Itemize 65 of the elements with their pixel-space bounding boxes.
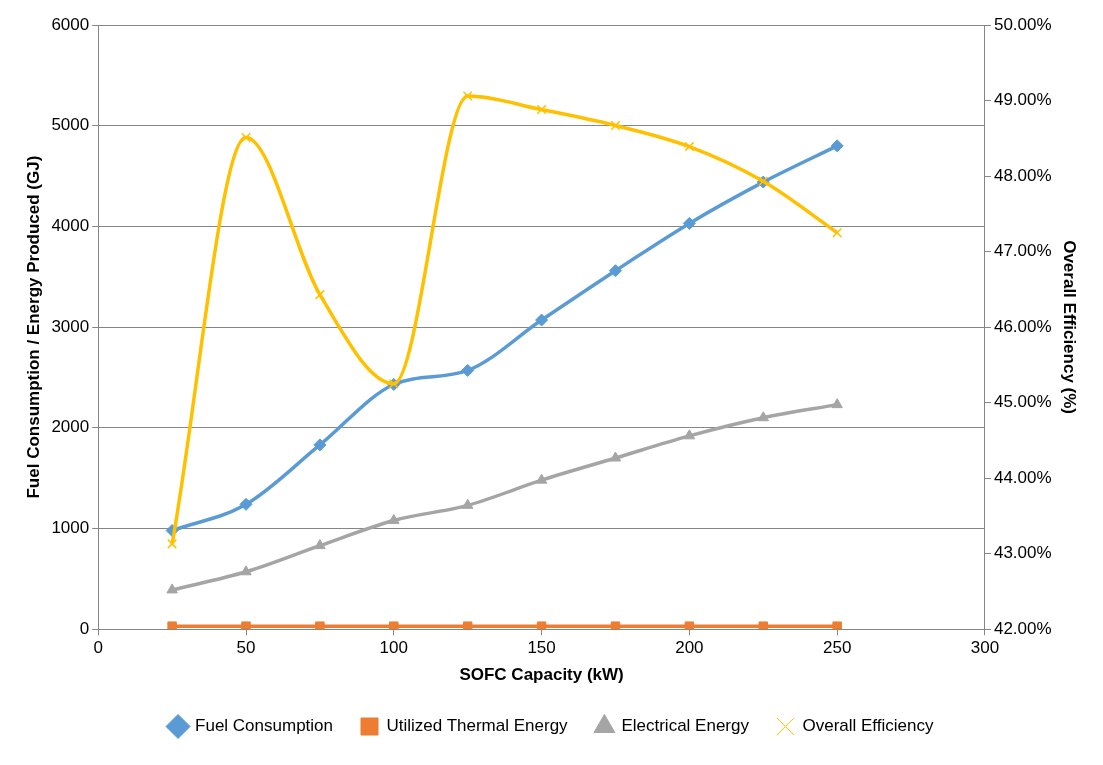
- point: [462, 91, 473, 101]
- point: [610, 120, 621, 131]
- x-tick-label: 0: [93, 638, 103, 658]
- point: [314, 539, 326, 550]
- y2-tick-label: 48.00%: [993, 165, 1052, 185]
- point: [461, 363, 475, 377]
- y2-tick-label: 43.00%: [993, 543, 1052, 563]
- point: [535, 313, 549, 327]
- x-axis-title: SOFC Capacity (kW): [459, 665, 624, 685]
- point: [315, 621, 325, 630]
- y-tick-label: 4000: [51, 216, 90, 236]
- point: [461, 498, 474, 509]
- point: [608, 264, 622, 278]
- legend-label: Overall Efficiency: [802, 716, 934, 736]
- point: [610, 621, 621, 630]
- point: [609, 451, 622, 462]
- y-tick-label: 6000: [51, 14, 90, 34]
- point: [313, 438, 327, 452]
- x-tick-label: 300: [970, 638, 1000, 658]
- x-tick-label: 100: [379, 638, 408, 658]
- y2-axis-title: Overall Efficiency (%): [1060, 240, 1080, 415]
- x-tick-label: 50: [236, 638, 256, 658]
- point: [757, 411, 769, 422]
- y2-tick-label: 44.00%: [993, 467, 1052, 487]
- point: [758, 621, 768, 630]
- point: [239, 497, 253, 511]
- y-tick-label: 3000: [51, 316, 90, 336]
- point: [536, 104, 547, 115]
- legend-label: Fuel Consumption: [195, 716, 334, 736]
- y-tick-label: 5000: [51, 115, 90, 135]
- point: [166, 583, 178, 594]
- y-tick-label: 0: [79, 618, 90, 638]
- point: [684, 621, 695, 630]
- y2-tick-label: 49.00%: [993, 90, 1052, 110]
- point: [314, 289, 325, 300]
- point: [388, 513, 400, 524]
- legend-label: Electrical Energy: [621, 716, 750, 736]
- point: [167, 538, 178, 549]
- point: [462, 621, 473, 630]
- point: [536, 621, 547, 630]
- y2-tick-label: 42.00%: [993, 618, 1052, 638]
- y2-tick-label: 46.00%: [993, 316, 1052, 336]
- point: [241, 132, 251, 143]
- x-tick-label: 150: [527, 638, 556, 658]
- point: [241, 621, 251, 630]
- point: [535, 473, 548, 484]
- y2-tick-label: 50.00%: [993, 14, 1052, 34]
- point: [832, 227, 843, 238]
- legend-label: Utilized Thermal Energy: [386, 716, 569, 736]
- point: [682, 216, 696, 230]
- y-tick-label: 2000: [51, 417, 90, 437]
- point: [683, 429, 696, 440]
- x-tick-label: 200: [675, 638, 704, 658]
- y-tick-label: 1000: [51, 518, 90, 538]
- y2-tick-label: 45.00%: [993, 392, 1052, 412]
- point: [832, 621, 842, 630]
- point: [830, 139, 844, 153]
- y-axis-title: Fuel Consumption / Energy Produced (GJ): [23, 155, 43, 499]
- x-tick-label: 250: [822, 638, 852, 658]
- point: [831, 398, 843, 409]
- y2-tick-label: 47.00%: [993, 241, 1052, 261]
- point: [167, 621, 177, 630]
- point: [684, 141, 695, 152]
- point: [240, 565, 252, 576]
- point: [389, 621, 399, 630]
